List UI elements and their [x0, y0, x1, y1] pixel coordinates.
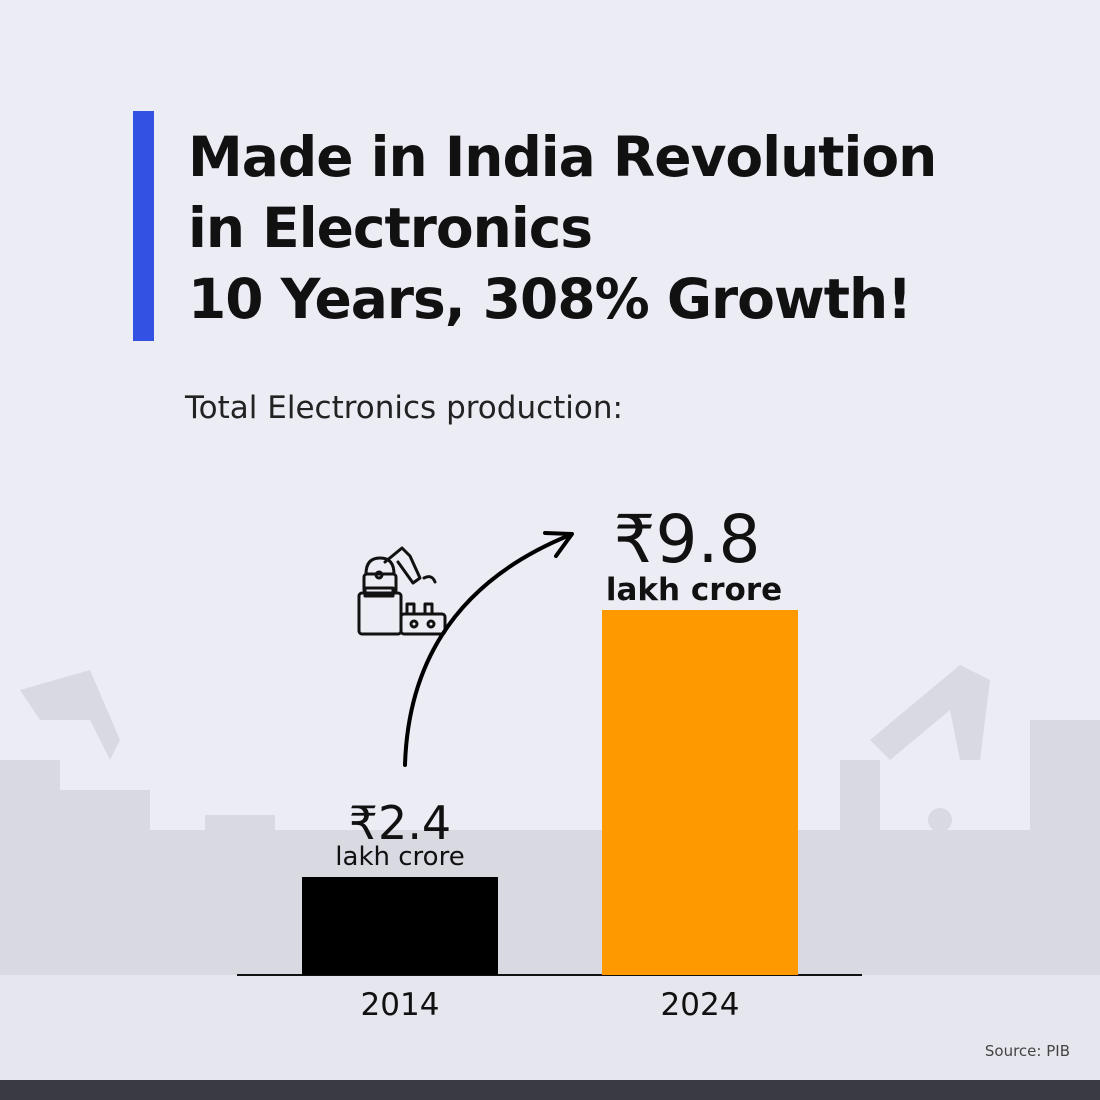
- title-line-1: Made in India Revolution: [188, 125, 937, 189]
- unit-label-2014: lakh crore: [335, 842, 464, 872]
- bar-2024: [602, 610, 798, 975]
- title-accent-bar: [133, 111, 154, 341]
- value-label-2014: ₹2.4: [349, 796, 451, 850]
- title-line-3: 10 Years, 308% Growth!: [188, 267, 912, 331]
- x-tick-label-2014: 2014: [361, 987, 440, 1023]
- value-label-2024: ₹9.8: [614, 501, 761, 578]
- source-note: Source: PIB: [984, 1042, 1070, 1060]
- unit-label-2024: lakh crore: [606, 572, 782, 608]
- bar-2014: [302, 877, 498, 975]
- chart-subtitle: Total Electronics production:: [185, 390, 623, 426]
- x-tick-label-2024: 2024: [661, 987, 740, 1023]
- title-line-2: in Electronics: [188, 196, 593, 260]
- footer-bar: [0, 1080, 1100, 1100]
- page-title: Made in India Revolution in Electronics …: [188, 122, 937, 335]
- growth-arrow-icon: [403, 531, 574, 767]
- robot-arm-factory-icon: [357, 546, 447, 636]
